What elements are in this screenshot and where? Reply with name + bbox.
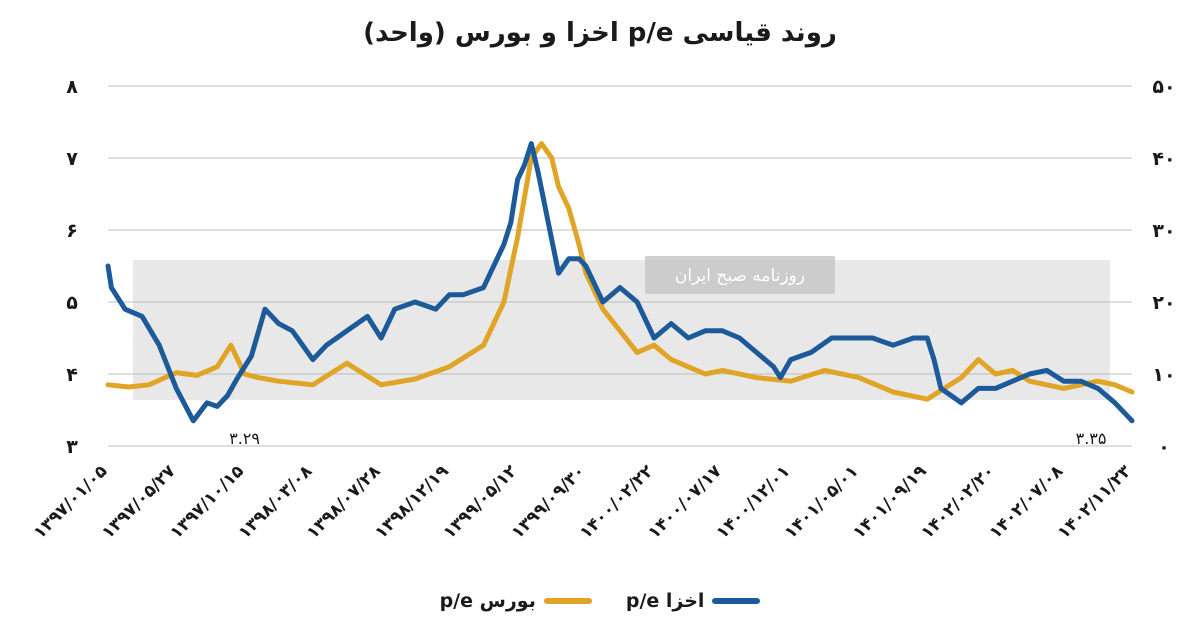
legend-label-bourse: بورس p/e: [439, 590, 536, 612]
legend-swatch-bourse: [543, 598, 592, 604]
left-tick-label: ۷: [66, 148, 78, 170]
value-annotation: ۳.۳۵: [1076, 429, 1107, 448]
right-tick-label: ۳۰: [1152, 220, 1175, 242]
legend-label-akhza: اخزا p/e: [625, 590, 705, 612]
x-tick-label: ۱۴۰۲/۱۱/۲۳: [1054, 461, 1136, 543]
left-tick-label: ۳: [66, 436, 78, 458]
series-line-bourse: [105, 141, 1135, 402]
legend-item-akhza: اخزا p/e: [626, 590, 761, 612]
annotations: ۳.۲۹ ۳.۳۵: [229, 429, 1107, 448]
series-line-akhza: [105, 141, 1135, 424]
left-tick-label: ۴: [66, 364, 78, 386]
watermark-tag-text: روزنامه صبح ایران: [675, 266, 805, 286]
left-tick-label: ۵: [66, 292, 78, 314]
right-tick-label: ۲۰: [1152, 292, 1175, 314]
watermark-tag-box: [645, 256, 835, 294]
right-tick-label: ۵۰: [1152, 76, 1175, 98]
chart-title: روند قیاسی p/e اخزا و بورس (واحد): [363, 18, 837, 48]
right-tick-label: ۰: [1158, 436, 1170, 458]
legend-swatch-akhza: [712, 598, 761, 604]
watermark: روزنامه صبح ایران: [133, 256, 1110, 400]
right-tick-label: ۴۰: [1152, 148, 1175, 170]
legend-item-bourse: بورس p/e: [440, 590, 592, 612]
value-annotation: ۳.۲۹: [229, 429, 260, 448]
left-tick-label: ۸: [66, 76, 78, 98]
legend: اخزا p/e بورس p/e: [0, 590, 1200, 612]
gridlines: [108, 85, 1132, 447]
series-lines: [105, 141, 1135, 424]
left-tick-label: ۶: [66, 220, 78, 242]
right-tick-label: ۱۰: [1152, 364, 1175, 386]
